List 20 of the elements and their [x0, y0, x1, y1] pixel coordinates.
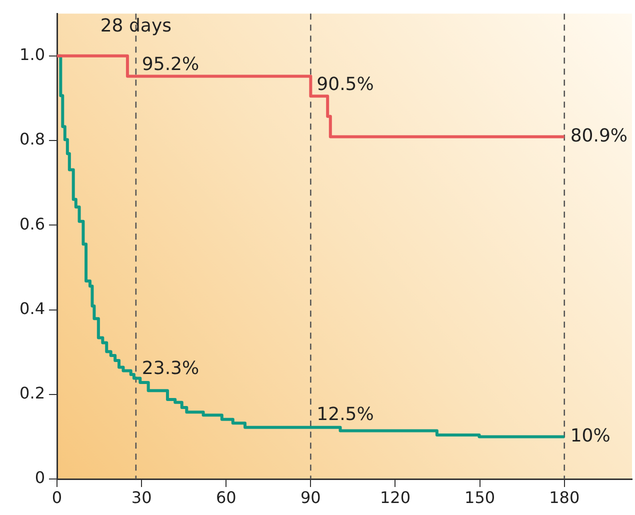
annotation: 90.5% [316, 74, 374, 95]
annotation: 10% [570, 425, 610, 446]
ref-line-label: 28 days [100, 15, 172, 36]
y-tick-label: 1.0 [20, 45, 45, 64]
x-tick-label: 150 [464, 488, 496, 507]
x-tick-label: 90 [300, 488, 321, 507]
annotation: 80.9% [570, 125, 628, 146]
y-tick-label: 0.2 [20, 384, 45, 403]
annotation: 23.3% [142, 358, 200, 380]
annotation: 95.2% [142, 54, 200, 75]
x-tick-label: 30 [131, 488, 152, 507]
y-tick-label: 0.8 [20, 130, 45, 149]
x-tick-label: 60 [216, 488, 236, 507]
x-tick-label: 180 [549, 488, 580, 507]
y-tick-label: 0.6 [20, 214, 45, 234]
y-tick-label: 0 [34, 468, 45, 488]
x-tick-label: 0 [52, 488, 62, 507]
x-tick-label: 120 [380, 488, 411, 507]
y-tick-label: 0.4 [20, 298, 45, 318]
annotation: 12.5% [316, 404, 374, 425]
